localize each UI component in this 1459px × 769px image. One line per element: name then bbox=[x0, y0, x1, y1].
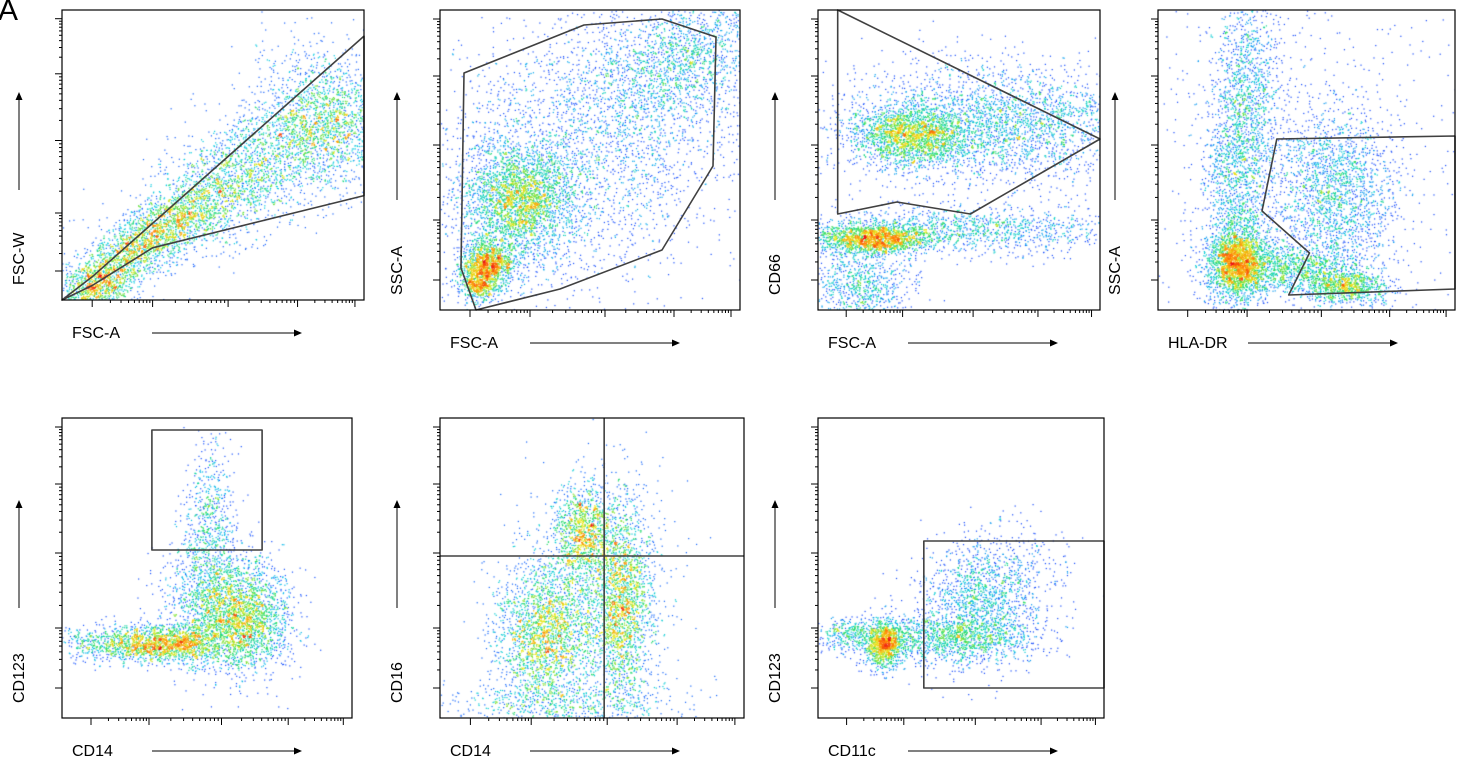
x-axis-arrowhead bbox=[672, 339, 680, 347]
panel-letter: A bbox=[0, 0, 18, 27]
gate-polygon[interactable] bbox=[460, 18, 717, 311]
y-axis-label: SSC-A bbox=[1107, 246, 1124, 295]
y-axis-label: CD123 bbox=[11, 653, 28, 703]
axis-ticks bbox=[811, 426, 1096, 725]
y-axis-label: CD123 bbox=[767, 653, 784, 703]
scatter-plot-7: CD11c CD123 bbox=[767, 417, 1105, 760]
axis-ticks bbox=[811, 18, 1093, 317]
x-axis-arrowhead bbox=[294, 329, 302, 337]
plots-container: FSC-A FSC-W FSC-A SSC-A FSC-A CD66 HLA-DR SSC-A… bbox=[11, 9, 1456, 760]
plot-frame bbox=[61, 417, 353, 719]
scatter-plot-4: HLA-DR SSC-A bbox=[1107, 9, 1456, 352]
x-axis-label: CD11c bbox=[828, 743, 876, 760]
axis-ticks bbox=[433, 426, 736, 725]
x-axis-arrowhead bbox=[1390, 339, 1398, 347]
y-axis-label: SSC-A bbox=[389, 246, 406, 295]
plot-frame bbox=[817, 417, 1105, 719]
gate-rectangle[interactable] bbox=[151, 429, 263, 551]
y-axis-arrowhead bbox=[771, 500, 779, 508]
scatter-plot-2: FSC-A SSC-A bbox=[389, 9, 741, 352]
axis-ticks bbox=[433, 18, 732, 317]
density-dots bbox=[440, 418, 744, 718]
plot-frame bbox=[817, 9, 1101, 311]
x-axis-label: CD14 bbox=[450, 743, 491, 760]
density-dots bbox=[818, 418, 1104, 718]
y-axis-label: CD66 bbox=[767, 254, 784, 295]
density-dots bbox=[440, 10, 740, 310]
plot-frame bbox=[61, 9, 365, 301]
y-axis-arrowhead bbox=[15, 92, 23, 100]
density-dots bbox=[62, 10, 364, 300]
density-dots bbox=[1158, 10, 1455, 310]
scatter-plot-1: FSC-A FSC-W bbox=[11, 9, 365, 342]
density-dots bbox=[62, 418, 352, 718]
y-axis-arrowhead bbox=[15, 500, 23, 508]
x-axis-arrowhead bbox=[1050, 339, 1058, 347]
plot-frame bbox=[1157, 9, 1456, 311]
gate-polygon[interactable] bbox=[836, 9, 1101, 215]
y-axis-arrowhead bbox=[393, 92, 401, 100]
x-axis-label: FSC-A bbox=[450, 335, 498, 352]
plot-frame bbox=[439, 9, 741, 311]
axis-ticks bbox=[55, 18, 356, 307]
x-axis-arrowhead bbox=[294, 747, 302, 755]
scatter-plot-3: FSC-A CD66 bbox=[767, 9, 1101, 352]
x-axis-arrowhead bbox=[1050, 747, 1058, 755]
y-axis-arrowhead bbox=[393, 500, 401, 508]
x-axis-label: HLA-DR bbox=[1168, 335, 1228, 352]
y-axis-arrowhead bbox=[771, 92, 779, 100]
x-axis-arrowhead bbox=[672, 747, 680, 755]
y-axis-label: FSC-W bbox=[11, 232, 28, 285]
x-axis-label: CD14 bbox=[72, 743, 113, 760]
density-dots bbox=[818, 10, 1100, 310]
x-axis-label: FSC-A bbox=[828, 335, 876, 352]
axis-ticks bbox=[55, 426, 344, 725]
plot-frame bbox=[439, 417, 745, 719]
scatter-plot-6: CD14 CD16 bbox=[389, 417, 745, 760]
y-axis-label: CD16 bbox=[389, 662, 406, 703]
axis-ticks bbox=[1151, 18, 1447, 317]
x-axis-label: FSC-A bbox=[72, 325, 120, 342]
scatter-plot-5: CD14 CD123 bbox=[11, 417, 353, 760]
y-axis-arrowhead bbox=[1111, 92, 1119, 100]
